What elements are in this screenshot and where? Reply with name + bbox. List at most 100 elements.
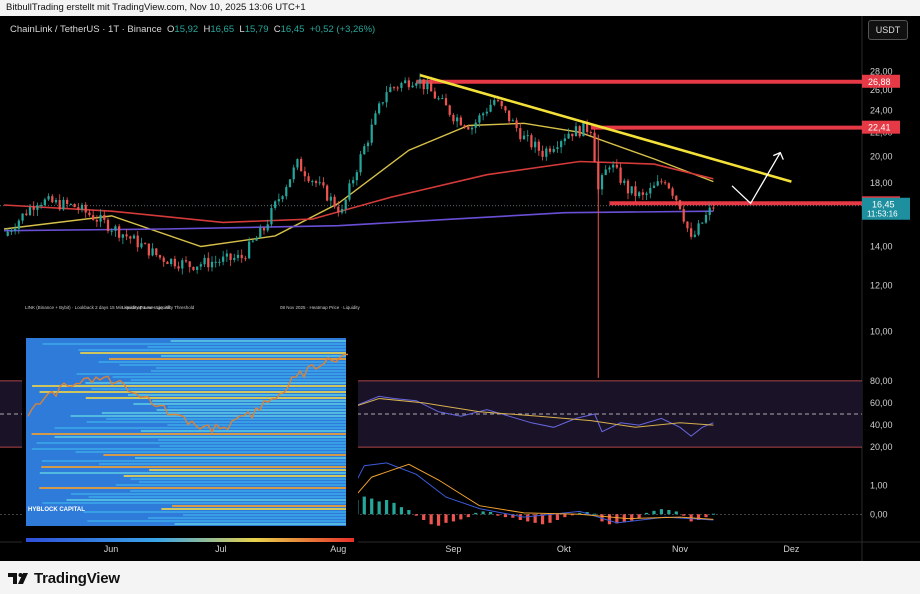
heatmap-band [42, 502, 346, 504]
heatmap-band [130, 490, 346, 492]
time-tick-label: Nov [672, 544, 689, 554]
time-tick-label: Dez [783, 544, 800, 554]
candle-body [311, 181, 314, 183]
heatmap-band [31, 433, 346, 435]
candle-body [244, 258, 247, 260]
candle-body [641, 192, 644, 195]
candle-body [80, 204, 84, 210]
candle-body [686, 221, 689, 229]
rsi-tick-label: 20,00 [870, 442, 893, 452]
level-price-badge [862, 120, 900, 134]
candle-body [563, 138, 566, 142]
macd-histogram-bar [481, 511, 485, 515]
macd-histogram-bar [362, 496, 366, 515]
candle-body [92, 215, 95, 220]
projection-arrowhead [773, 151, 784, 160]
currency-button[interactable]: USDT [868, 20, 908, 40]
candle-body [470, 127, 474, 130]
candle-body [214, 261, 217, 263]
macd-histogram-bar [533, 514, 537, 523]
candle-body [612, 164, 615, 168]
heatmap-band [135, 457, 346, 459]
macd-histogram-bar [667, 510, 671, 515]
candle-body [448, 105, 451, 115]
candle-body [366, 142, 370, 147]
macd-histogram-bar [451, 514, 456, 522]
candle-body [140, 243, 143, 248]
rsi-tick-label: 80,00 [870, 376, 893, 386]
candle-body [326, 185, 329, 201]
candle-body [478, 115, 481, 123]
heatmap-band [39, 391, 346, 393]
candle-body [560, 141, 563, 148]
heatmap-header-left: LINK (Binance + Bybit) · Lookback 2 days… [25, 305, 170, 310]
candle-body [158, 255, 162, 258]
price-tick-label: 26,00 [870, 85, 893, 95]
candle-body [88, 212, 91, 216]
candle-body [418, 79, 422, 84]
macd-histogram-bar [370, 498, 374, 515]
macd-histogram-bar [414, 514, 418, 516]
candle-body [333, 196, 336, 207]
candle-body [504, 106, 507, 111]
price-tick-label: 28,00 [870, 66, 893, 76]
heatmap-band [76, 373, 347, 375]
price-tick-label: 14,00 [870, 241, 893, 251]
candle-body [608, 167, 611, 170]
candle-body [500, 101, 503, 107]
macd-histogram-bar [422, 514, 426, 520]
candle-body [678, 200, 682, 210]
candle-body [322, 182, 325, 186]
candle-body [485, 111, 488, 114]
candle-body [474, 122, 477, 128]
candle-body [582, 123, 585, 137]
candle-body [192, 266, 195, 270]
time-tick-label: Sep [445, 544, 461, 554]
open-value: 15,92 [174, 24, 199, 35]
candle-body [422, 79, 425, 90]
candle-body [66, 199, 69, 204]
candle-body [129, 236, 132, 239]
macd-histogram-bar [436, 514, 441, 526]
candle-body [329, 196, 332, 201]
candle-body [125, 234, 128, 237]
candle-body [262, 227, 266, 231]
candle-body [545, 148, 548, 157]
heatmap-band [101, 412, 346, 414]
level-price-label: 26,88 [868, 77, 891, 87]
macd-histogram-bar [540, 514, 545, 525]
candle-body [144, 243, 147, 245]
candle-body [574, 126, 578, 137]
macd-histogram-bar [496, 514, 500, 516]
macd-histogram-bar [696, 514, 701, 520]
rsi-tick-label: 60,00 [870, 398, 893, 408]
macd-histogram-bar [637, 514, 641, 519]
macd-histogram-bar [615, 514, 619, 524]
footer-bar: TradingView [0, 561, 920, 594]
heatmap-band [98, 361, 346, 363]
heatmap-band [42, 460, 346, 462]
candle-body [452, 114, 455, 122]
candle-body [441, 98, 444, 100]
macd-histogram-bar [444, 514, 448, 523]
candle-body [667, 183, 670, 189]
candle-body [99, 214, 102, 222]
heatmap-band [158, 439, 346, 441]
macd-signal-line [341, 463, 714, 520]
change-value: +0,52 (+3,26%) [309, 24, 376, 35]
candle-body [548, 148, 552, 152]
macd-histogram-bar [607, 514, 612, 525]
heatmap-band [152, 400, 346, 402]
close-value: 16,45 [280, 24, 305, 35]
candle-body [645, 193, 648, 195]
candle-body [292, 167, 295, 180]
macd-histogram-bar [511, 514, 515, 518]
candle-body [664, 182, 667, 184]
level-price-badge [862, 74, 900, 88]
candle-body [537, 141, 540, 151]
tradingview-brand[interactable]: TradingView [8, 570, 120, 587]
candle-body [337, 206, 340, 213]
candle-body [54, 200, 58, 203]
candle-body [404, 80, 407, 84]
candle-body [10, 230, 13, 232]
